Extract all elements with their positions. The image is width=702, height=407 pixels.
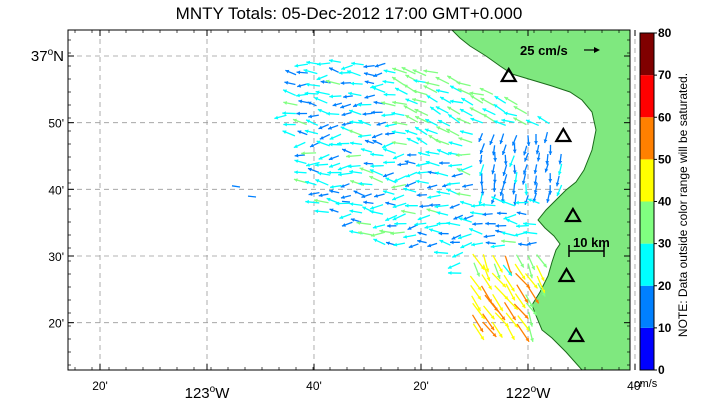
reference-arrow-label: 25 cm/s — [520, 43, 568, 58]
colorbar-segment — [640, 327, 654, 370]
colorbar: 0 10 20 30 40 50 60 70 80 — [639, 26, 672, 377]
colorbar-segment — [640, 243, 654, 286]
saturation-note: NOTE: Data outside color range will be s… — [676, 72, 690, 338]
colorbar-segment — [640, 285, 654, 328]
colorbar-tick-label: 40 — [658, 195, 672, 209]
map-frame — [67, 29, 631, 371]
colorbar-segment — [640, 33, 654, 76]
longitude-labels: 20' 123oW 40' 20' 122oW 40' — [92, 379, 643, 402]
colorbar-tick-label: 0 — [658, 363, 665, 377]
lat-label: 50' — [48, 117, 64, 131]
reference-arrow: 25 cm/s — [520, 43, 600, 58]
lon-label: 20' — [92, 379, 108, 393]
colorbar-tick-label: 20 — [658, 279, 672, 293]
lon-label: 123oW — [185, 384, 231, 402]
reference-arrow-head — [594, 47, 600, 53]
hf-radar-sites — [499, 66, 586, 343]
latitude-labels: 37oN 50' 40' 30' 20' — [31, 47, 64, 331]
colorbar-tick-label: 30 — [658, 237, 672, 251]
colorbar-tick-label: 60 — [658, 110, 672, 124]
lon-label: 40' — [627, 379, 643, 393]
colorbar-tick-label: 80 — [658, 26, 672, 40]
site-mid-east — [554, 126, 573, 143]
colorbar-segment — [640, 117, 654, 160]
lon-label: 20' — [413, 379, 429, 393]
lat-label: 40' — [48, 183, 64, 197]
lon-label: 122oW — [506, 384, 552, 402]
colorbar-segment — [640, 159, 654, 202]
land-mass — [451, 30, 630, 370]
colorbar-tick-label: 10 — [658, 321, 672, 335]
lat-label: 30' — [48, 250, 64, 264]
current-vectors — [231, 58, 563, 343]
colorbar-segment — [640, 201, 654, 244]
site-monterey — [567, 326, 586, 343]
map-title: MNTY Totals: 05-Dec-2012 17:00 GMT+0.000 — [175, 4, 523, 23]
site-moss-landing — [557, 266, 576, 283]
lat-label: 37oN — [31, 47, 64, 65]
colorbar-tick-label: 50 — [658, 152, 672, 166]
lon-label: 40' — [306, 379, 322, 393]
frame-ticks — [68, 30, 636, 370]
scale-bar: 10 km — [568, 235, 610, 257]
colorbar-segment — [640, 75, 654, 118]
site-santa-cruz-point — [564, 206, 582, 223]
colorbar-tick-label: 70 — [658, 68, 672, 82]
colorbar-unit: cm/s — [634, 378, 658, 390]
lat-label: 20' — [48, 317, 64, 331]
site-north — [499, 66, 518, 83]
scale-bar-label: 10 km — [573, 235, 610, 250]
